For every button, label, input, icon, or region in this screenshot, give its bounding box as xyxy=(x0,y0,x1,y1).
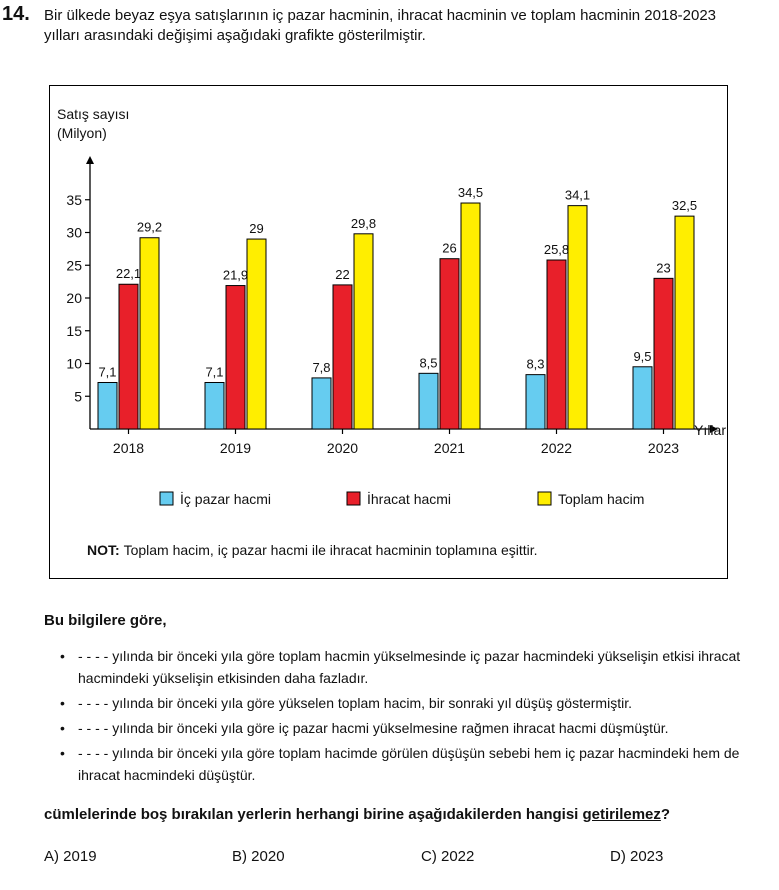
x-tick-label: 2022 xyxy=(541,440,572,456)
bar xyxy=(525,374,546,430)
y-axis-unit-label: (Milyon) xyxy=(57,125,107,141)
data-label: 32,5 xyxy=(672,198,697,213)
data-label: 22,1 xyxy=(116,266,141,281)
legend-label: İhracat hacmi xyxy=(367,490,451,507)
x-tick-label: 2018 xyxy=(113,440,144,456)
bar xyxy=(311,377,332,430)
bar xyxy=(460,202,481,430)
option-b[interactable]: B) 2020 xyxy=(232,848,285,865)
bar xyxy=(439,258,460,430)
y-tick-label: 10 xyxy=(66,356,82,372)
data-label: 25,8 xyxy=(544,242,569,257)
option-a[interactable]: A) 2019 xyxy=(44,848,97,865)
x-tick-label: 2019 xyxy=(220,440,251,456)
bar xyxy=(632,366,653,430)
data-label: 29 xyxy=(249,221,263,236)
data-label: 8,5 xyxy=(419,355,437,370)
bar xyxy=(653,277,674,430)
bar xyxy=(204,381,225,430)
chart-note: NOT: Toplam hacim, iç pazar hacmi ile ih… xyxy=(87,542,538,558)
y-tick-label: 35 xyxy=(66,192,82,208)
data-label: 34,5 xyxy=(458,185,483,200)
bar-chart: Satış sayısı (Milyon) Yıllar 5 10 15 20 25 30 35 7… xyxy=(57,106,726,558)
option-c[interactable]: C) 2022 xyxy=(421,848,475,865)
stem-text: cümlelerinde boş bırakılan yerlerin herh… xyxy=(44,806,583,823)
bar xyxy=(332,284,353,430)
data-label: 26 xyxy=(442,241,456,256)
y-tick-label: 20 xyxy=(66,290,82,306)
bar xyxy=(118,283,139,430)
y-tick-label: 5 xyxy=(74,388,82,404)
legend-swatch xyxy=(346,491,361,506)
data-label: 8,3 xyxy=(526,357,544,372)
legend-swatch xyxy=(537,491,552,506)
legend-label: İç pazar hacmi xyxy=(180,490,271,507)
bar xyxy=(418,372,439,430)
data-label: 7,8 xyxy=(312,360,330,375)
note-text: Toplam hacim, iç pazar hacmi ile ihracat… xyxy=(124,542,538,558)
bar xyxy=(546,259,567,430)
bar xyxy=(139,237,160,430)
data-label: 7,1 xyxy=(205,364,223,379)
bar xyxy=(674,215,695,430)
y-axis-label: Satış sayısı xyxy=(57,106,129,122)
data-label: 23 xyxy=(656,260,670,275)
data-label: 21,9 xyxy=(223,268,248,283)
lead-text: Bu bilgilere göre, xyxy=(44,612,167,629)
data-label: 29,2 xyxy=(137,220,162,235)
x-tick-label: 2020 xyxy=(327,440,358,456)
y-tick-label: 25 xyxy=(66,257,82,273)
data-label: 34,1 xyxy=(565,188,590,203)
stem-end: ? xyxy=(660,806,671,823)
y-tick-label: 15 xyxy=(66,323,82,339)
y-tick-label: 30 xyxy=(66,225,82,241)
bar xyxy=(567,205,588,430)
chart-frame: Satış sayısı (Milyon) Yıllar 5 10 15 20 25 30 35 7… xyxy=(49,85,728,579)
question-intro: Bir ülkede beyaz eşya satışlarının iç pa… xyxy=(44,7,717,44)
data-label: 22 xyxy=(335,267,349,282)
bar xyxy=(246,238,267,430)
option-d[interactable]: D) 2023 xyxy=(610,848,664,865)
legend-label: Toplam hacim xyxy=(558,491,644,507)
statement-item: - - - - yılında bir önceki yıla göre top… xyxy=(60,742,760,786)
statement-item: - - - - yılında bir önceki yıla göre iç … xyxy=(60,717,760,739)
bar xyxy=(353,233,374,430)
bar xyxy=(97,381,118,430)
data-label: 7,1 xyxy=(98,364,116,379)
data-label: 9,5 xyxy=(633,349,651,364)
x-axis-label: Yıllar xyxy=(694,422,726,438)
question-stem: cümlelerinde boş bırakılan yerlerin herh… xyxy=(44,806,670,823)
statement-item: - - - - yılında bir önceki yıla göre yük… xyxy=(60,692,760,714)
statement-item: - - - - yılında bir önceki yıla göre top… xyxy=(60,645,760,689)
x-tick-label: 2021 xyxy=(434,440,465,456)
x-axis-arrow xyxy=(710,425,718,433)
y-axis-arrow xyxy=(86,156,94,164)
data-label: 29,8 xyxy=(351,216,376,231)
bar xyxy=(225,285,246,430)
statement-list: - - - - yılında bir önceki yıla göre top… xyxy=(60,645,760,789)
legend-swatch xyxy=(159,491,174,506)
question-number: 14. xyxy=(2,3,30,25)
note-label: NOT: xyxy=(87,542,124,558)
stem-emphasis: getirilemez xyxy=(582,806,661,823)
x-tick-label: 2023 xyxy=(648,440,679,456)
